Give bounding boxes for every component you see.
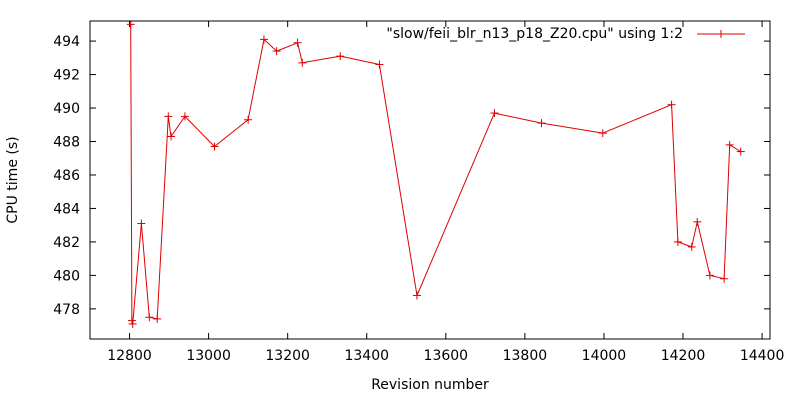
x-tick-label: 12800 — [107, 348, 152, 364]
data-point — [298, 58, 307, 67]
y-tick-label: 488 — [53, 135, 80, 151]
x-axis-title: Revision number — [371, 377, 489, 393]
x-tick-label: 13400 — [344, 348, 389, 364]
x-tick-label: 14200 — [661, 348, 706, 364]
data-point — [693, 217, 702, 226]
data-point — [598, 129, 607, 138]
legend-marker-plus — [717, 30, 725, 38]
x-tick-label: 13600 — [424, 348, 469, 364]
y-tick-label: 486 — [53, 168, 80, 184]
data-point — [127, 316, 136, 325]
y-tick-label: 480 — [53, 268, 80, 284]
data-point — [167, 132, 176, 141]
data-point — [210, 142, 219, 151]
data-point — [164, 112, 173, 121]
y-tick-label: 490 — [53, 101, 80, 117]
data-point — [705, 271, 714, 280]
y-tick-label: 492 — [53, 68, 80, 84]
y-tick-label: 494 — [53, 34, 80, 50]
x-tick-label: 13000 — [186, 348, 231, 364]
data-point — [244, 115, 253, 124]
data-point — [180, 112, 189, 121]
y-tick-label: 482 — [53, 235, 80, 251]
y-tick-label: 484 — [53, 201, 80, 217]
y-tick-label: 478 — [53, 302, 80, 318]
data-point — [736, 147, 745, 156]
data-point — [272, 47, 281, 56]
legend-marker — [717, 30, 725, 38]
data-point — [336, 52, 345, 61]
data-point — [153, 314, 162, 323]
data-point — [687, 242, 696, 251]
data-point — [126, 20, 135, 29]
data-point — [667, 100, 676, 109]
x-tick-label: 14000 — [582, 348, 627, 364]
data-point — [720, 274, 729, 283]
data-point — [725, 140, 734, 149]
data-point — [490, 109, 499, 118]
data-point — [537, 119, 546, 128]
data-point — [259, 35, 268, 44]
legend-label: "slow/feii_blr_n13_p18_Z20.cpu" using 1:… — [386, 26, 683, 42]
y-axis-title: CPU time (s) — [5, 136, 21, 223]
data-point — [145, 313, 154, 322]
x-tick-label: 14400 — [740, 348, 785, 364]
data-point — [673, 237, 682, 246]
data-point — [293, 38, 302, 47]
data-point — [128, 319, 137, 328]
plot-frame — [89, 20, 771, 340]
data-point — [137, 219, 146, 228]
series-layer — [126, 20, 745, 328]
data-point — [375, 60, 384, 69]
ticks-layer: 12800 13000 13200 13400 13600 13800 14000 14200… — [53, 21, 784, 364]
legend: "slow/feii_blr_n13_p18_Z20.cpu" using 1:… — [386, 26, 745, 42]
x-tick-label: 13200 — [265, 348, 310, 364]
x-tick-label: 13800 — [503, 348, 548, 364]
data-point — [412, 291, 421, 300]
